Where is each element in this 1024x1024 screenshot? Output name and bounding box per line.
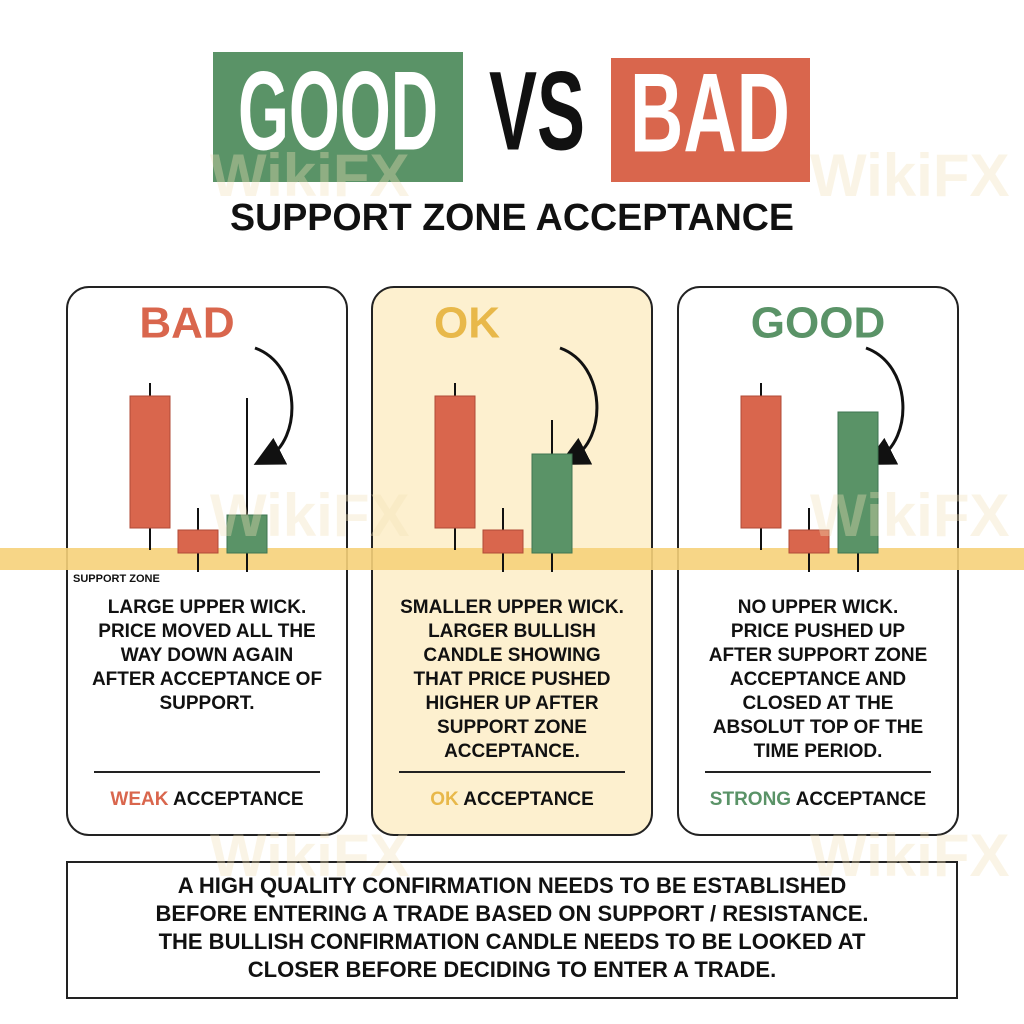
footer: OK ACCEPTANCE: [430, 789, 594, 810]
description-line: THAT PRICE PUSHED: [413, 669, 610, 690]
candle-bearish: [788, 529, 830, 554]
watermark: WikiFX: [210, 482, 409, 549]
description-line: TIME PERIOD.: [754, 741, 883, 762]
description-line: PRICE MOVED ALL THE: [98, 621, 315, 642]
subtitle: SUPPORT ZONE ACCEPTANCE: [230, 197, 794, 239]
panels: SUPPORT ZONE BAD LARGE UPPER WICK. PRICE MO…: [0, 286, 1024, 836]
good-heading: GOOD: [238, 49, 438, 174]
acceptance: ACCEPTANCE: [173, 789, 304, 810]
bad-heading: BAD: [630, 51, 790, 176]
description-line: WAY DOWN AGAIN: [121, 645, 293, 666]
candle-bearish: [434, 395, 476, 529]
strength: WEAK: [110, 789, 168, 810]
support-zone-label: SUPPORT ZONE: [73, 573, 160, 585]
description-line: SMALLER UPPER WICK.: [400, 597, 624, 618]
footer: STRONG ACCEPTANCE: [710, 789, 926, 810]
note-line: THE BULLISH CONFIRMATION CANDLE NEEDS TO…: [159, 929, 866, 954]
rating: BAD: [139, 299, 234, 348]
candle-bearish: [482, 529, 524, 554]
good-box: [213, 52, 463, 182]
candle-bullish: [531, 453, 573, 554]
watermark: WikiFX: [810, 822, 1009, 889]
description-line: LARGE UPPER WICK.: [108, 597, 306, 618]
note-box: [66, 861, 958, 999]
note: A HIGH QUALITY CONFIRMATION NEEDS TO BE …: [155, 873, 868, 982]
arrow: [558, 346, 599, 465]
description-line: ACCEPTANCE AND: [730, 669, 906, 690]
arrow: [253, 346, 294, 465]
watermark: WikiFX: [210, 142, 409, 209]
vs-heading: VS: [489, 49, 585, 174]
note-line: CLOSER BEFORE DECIDING TO ENTER A TRADE.: [248, 957, 776, 982]
bad-box: [611, 58, 810, 182]
strength: STRONG: [710, 789, 791, 810]
description-line: ACCEPTANCE.: [444, 741, 580, 762]
description-line: CANDLE SHOWING: [423, 645, 600, 666]
footer: WEAK ACCEPTANCE: [110, 789, 303, 810]
watermark: WikiFX: [810, 142, 1009, 209]
description-line: ABSOLUT TOP OF THE: [713, 717, 923, 738]
description-line: NO UPPER WICK.: [738, 597, 898, 618]
rating: GOOD: [751, 299, 885, 348]
description-line: PRICE PUSHED UP: [731, 621, 906, 642]
arrow: [864, 346, 905, 465]
description-line: CLOSED AT THE: [743, 693, 894, 714]
watermark: WikiFX: [210, 822, 409, 889]
candle-bullish: [837, 411, 879, 554]
description-line: AFTER SUPPORT ZONE: [709, 645, 928, 666]
candle-bearish: [740, 395, 782, 529]
description-line: AFTER ACCEPTANCE OF: [92, 669, 322, 690]
strength: OK: [430, 789, 459, 810]
note-line: A HIGH QUALITY CONFIRMATION NEEDS TO BE …: [178, 873, 847, 898]
acceptance: ACCEPTANCE: [796, 789, 927, 810]
rating: OK: [434, 299, 500, 348]
acceptance: ACCEPTANCE: [463, 789, 594, 810]
note-line: BEFORE ENTERING A TRADE BASED ON SUPPORT…: [155, 901, 868, 926]
candle-bearish: [129, 395, 171, 529]
watermark: WikiFX: [810, 482, 1009, 549]
candle-bearish: [177, 529, 219, 554]
description-line: LARGER BULLISH: [428, 621, 596, 642]
description-line: HIGHER UP AFTER: [425, 693, 598, 714]
description-line: SUPPORT.: [159, 693, 254, 714]
description-line: SUPPORT ZONE: [437, 717, 587, 738]
candle-bullish: [226, 514, 268, 554]
